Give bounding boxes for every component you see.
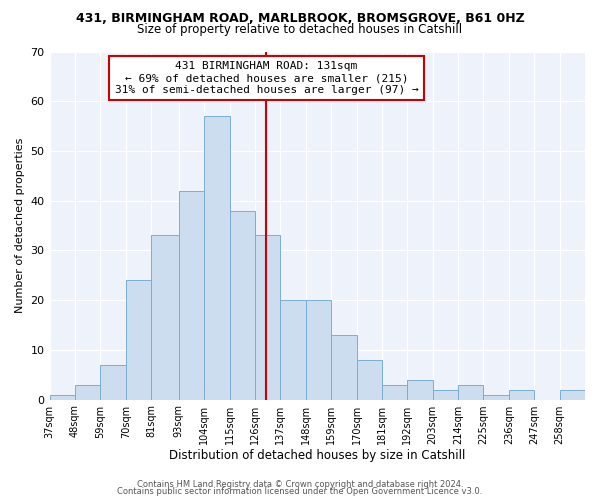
Bar	[75, 384, 100, 400]
Bar	[509, 390, 534, 400]
Y-axis label: Number of detached properties: Number of detached properties	[15, 138, 25, 313]
Bar	[204, 116, 230, 400]
Text: Contains HM Land Registry data © Crown copyright and database right 2024.: Contains HM Land Registry data © Crown c…	[137, 480, 463, 489]
Bar	[458, 384, 484, 400]
Text: 431 BIRMINGHAM ROAD: 131sqm
← 69% of detached houses are smaller (215)
31% of se: 431 BIRMINGHAM ROAD: 131sqm ← 69% of det…	[115, 62, 418, 94]
Bar	[356, 360, 382, 400]
Bar	[407, 380, 433, 400]
Text: Size of property relative to detached houses in Catshill: Size of property relative to detached ho…	[137, 22, 463, 36]
Bar	[126, 280, 151, 400]
Bar	[382, 384, 407, 400]
Bar	[280, 300, 306, 400]
Text: Contains public sector information licensed under the Open Government Licence v3: Contains public sector information licen…	[118, 487, 482, 496]
Bar	[100, 365, 126, 400]
Bar	[50, 394, 75, 400]
Bar	[484, 394, 509, 400]
Text: 431, BIRMINGHAM ROAD, MARLBROOK, BROMSGROVE, B61 0HZ: 431, BIRMINGHAM ROAD, MARLBROOK, BROMSGR…	[76, 12, 524, 26]
Bar	[331, 335, 356, 400]
Bar	[560, 390, 585, 400]
Bar	[179, 190, 204, 400]
Bar	[433, 390, 458, 400]
Bar	[151, 236, 179, 400]
Bar	[255, 236, 280, 400]
Bar	[230, 210, 255, 400]
Bar	[306, 300, 331, 400]
X-axis label: Distribution of detached houses by size in Catshill: Distribution of detached houses by size …	[169, 450, 466, 462]
